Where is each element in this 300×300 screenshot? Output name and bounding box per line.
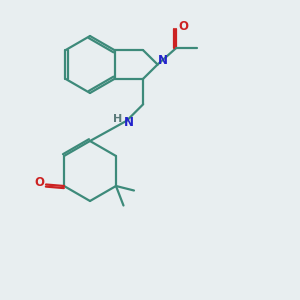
Text: N: N [124, 116, 134, 129]
Text: O: O [179, 20, 189, 34]
Text: N: N [158, 54, 168, 68]
Text: O: O [34, 176, 44, 189]
Text: H: H [113, 114, 122, 124]
